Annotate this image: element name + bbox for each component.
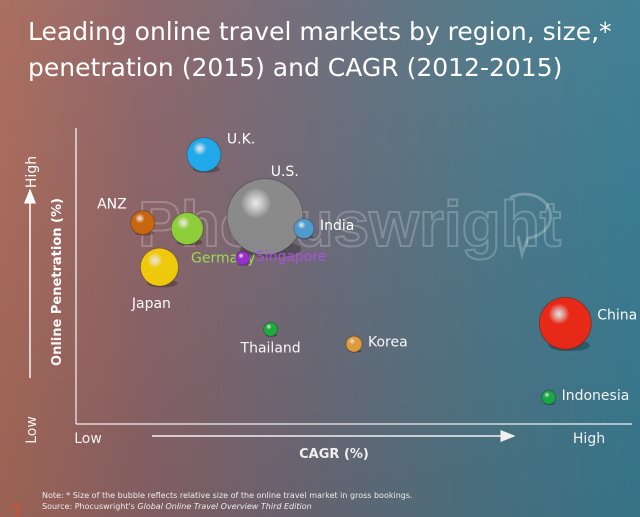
bubble-u-s	[227, 178, 304, 255]
bubble-label-japan: Japan	[131, 296, 171, 312]
bubble-label-india: India	[320, 218, 354, 234]
bubble-group-india: India	[293, 218, 354, 240]
bubble-china	[539, 297, 592, 350]
bubble-label-u-s: U.S.	[271, 164, 299, 180]
footnote: Note: * Size of the bubble reflects rela…	[42, 490, 413, 512]
bubble-group-thailand: Thailand	[240, 321, 301, 356]
x-axis-high-label: High	[573, 431, 605, 447]
bubble-thailand	[263, 322, 278, 337]
bubble-label-thailand: Thailand	[240, 340, 301, 356]
y-axis-title: Online Penetration (%)	[50, 198, 65, 366]
source-prefix: Source: Phocuswright's	[42, 502, 138, 511]
bubble-group-korea: Korea	[345, 334, 408, 353]
bubble-label-china: China	[597, 307, 637, 323]
bubble-label-indonesia: Indonesia	[562, 388, 630, 404]
x-axis-title: CAGR (%)	[299, 447, 369, 462]
bubble-label-singapore: Singapore	[256, 249, 327, 265]
bubble-anz	[130, 210, 155, 235]
bubble-outline-germany	[170, 212, 204, 246]
chart-title: Leading online travel markets by region,…	[28, 14, 628, 86]
y-axis-high-label: High	[24, 156, 40, 188]
note-text: Note: * Size of the bubble reflects rela…	[42, 491, 413, 500]
bubble-indonesia	[541, 390, 556, 405]
bubble-outline-indonesia	[541, 389, 557, 405]
title-line-1: Leading online travel markets by region,…	[28, 17, 612, 46]
bubble-japan	[140, 248, 179, 287]
bubble-outline-japan	[139, 247, 179, 287]
bubble-outline-china	[538, 296, 592, 350]
phocuswright-logo-icon	[10, 504, 20, 516]
bubble-outline-thailand	[263, 321, 279, 337]
bubble-group-u-s: U.S.	[226, 164, 304, 258]
bubble-label-u-k: U.K.	[227, 132, 255, 148]
bubble-outline-u-s	[226, 178, 304, 256]
bubble-layer: U.K.U.S.ANZGermanyIndiaSingaporeJapanTha…	[97, 132, 637, 405]
bubble-group-indonesia: Indonesia	[541, 388, 630, 405]
bubble-outline-korea	[345, 335, 363, 353]
bubble-group-japan: Japan	[131, 247, 179, 312]
x-axis-low-label: Low	[74, 431, 102, 447]
bubble-group-china: China	[538, 296, 637, 352]
bubble-outline-u-k	[186, 137, 222, 173]
bubble-outline-india	[293, 218, 315, 240]
source-title: Global Online Travel Overview Third Edit…	[137, 502, 312, 511]
bubble-outline-anz	[130, 210, 156, 236]
bubble-group-singapore: Singapore	[235, 249, 327, 266]
bubble-group-anz: ANZ	[97, 197, 156, 236]
bubble-india	[293, 218, 314, 239]
bubble-outline-singapore	[235, 250, 251, 266]
bubble-label-korea: Korea	[368, 334, 408, 350]
bubble-label-anz: ANZ	[97, 197, 127, 213]
bubble-group-u-k: U.K.	[186, 132, 255, 173]
bubble-u-k	[186, 137, 221, 172]
bubble-germany	[171, 212, 204, 245]
bubble-singapore	[235, 251, 250, 266]
title-line-2: penetration (2015) and CAGR (2012-2015)	[28, 53, 563, 82]
y-axis-low-label: Low	[24, 416, 40, 444]
bubble-korea	[346, 336, 362, 353]
source-line: Source: Phocuswright's Global Online Tra…	[42, 501, 413, 512]
